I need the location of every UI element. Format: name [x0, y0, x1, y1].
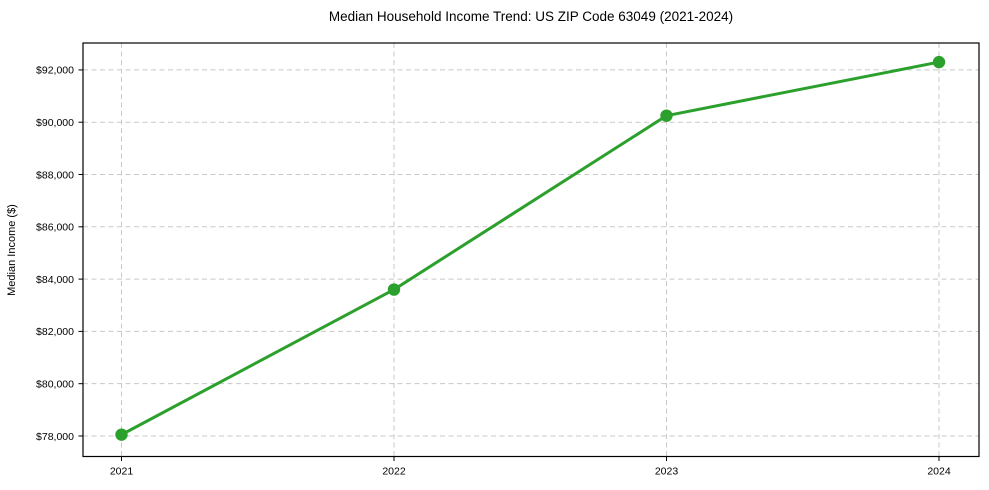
- data-point-2024: [932, 55, 946, 69]
- plot-frame: [82, 42, 980, 458]
- data-point-2022: [387, 283, 401, 296]
- y-axis-label: Median Income ($): [6, 204, 18, 296]
- y-tick-label: $82,000: [36, 326, 74, 338]
- y-tick-label: $86,000: [36, 222, 74, 234]
- data-point-2021: [115, 428, 128, 441]
- y-tick-label: $92,000: [36, 65, 74, 77]
- x-tick-label: 2024: [927, 466, 951, 478]
- data-point-2023: [660, 109, 673, 122]
- y-tick-label: $80,000: [36, 378, 74, 390]
- trend-line: [120, 60, 941, 437]
- x-tick-label: 2023: [655, 466, 679, 478]
- y-tick-label: $90,000: [36, 117, 74, 129]
- plot-layer: $78,000 $80,000 $82,000 $84,000 $86,000 $88,0…: [36, 42, 980, 478]
- x-tick-label: 2021: [110, 466, 134, 478]
- x-tick-label: 2022: [382, 466, 406, 478]
- y-tick-label: $84,000: [36, 274, 74, 286]
- y-tick-label: $88,000: [36, 169, 74, 181]
- chart-title: Median Household Income Trend: US ZIP Co…: [329, 9, 733, 24]
- y-tick-label: $78,000: [36, 431, 74, 443]
